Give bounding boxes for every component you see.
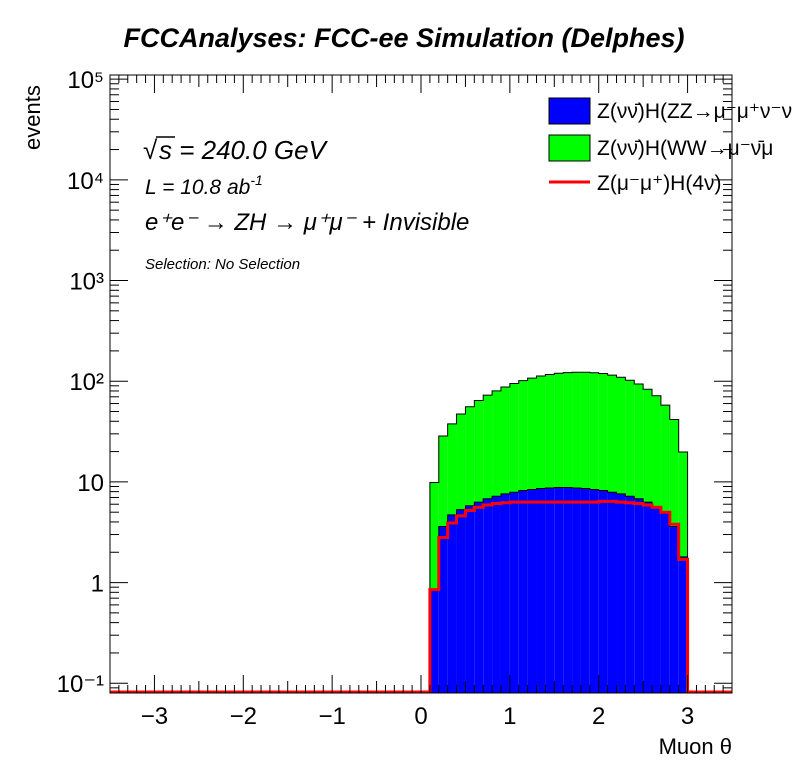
y-tick-label: 10⁵ [67, 67, 104, 94]
bar-green-4 [465, 406, 475, 506]
bar-blue-7 [492, 496, 501, 693]
bar-blue-1 [438, 526, 448, 693]
bar-blue-3 [456, 509, 466, 693]
bar-blue-14 [554, 487, 564, 693]
bar-green-18 [589, 372, 599, 490]
y-tick-label: 10 [77, 470, 104, 497]
bar-blue-0 [429, 589, 439, 693]
bar-blue-12 [536, 488, 546, 693]
bar-green-7 [492, 390, 501, 497]
bar-blue-8 [500, 493, 510, 693]
bar-blue-17 [580, 488, 590, 693]
bar-green-26 [660, 405, 670, 514]
stack-total-outline [429, 371, 689, 693]
legend-swatch-0 [548, 97, 591, 125]
bar-blue-4 [465, 505, 475, 693]
sqrt-s-text: s = 240.0 GeV [159, 135, 329, 165]
bar-blue-23 [634, 498, 644, 693]
bar-blue-27 [669, 526, 679, 693]
histogram-bars [110, 371, 732, 694]
y-tick-label: 10² [69, 369, 104, 396]
bar-blue-15 [563, 487, 573, 693]
legend-swatch-1 [548, 134, 591, 162]
bar-green-1 [438, 435, 448, 527]
bar-green-14 [554, 373, 564, 488]
x-tick-label: 2 [592, 703, 605, 730]
bar-blue-19 [598, 490, 608, 693]
y-tick-label: 10⁻¹ [57, 671, 104, 698]
bar-blue-26 [660, 513, 670, 693]
lumi-label: L = 10.8 ab-1 [145, 172, 263, 199]
bar-green-0 [429, 482, 439, 590]
bar-green-23 [634, 384, 644, 499]
sqrt-sign: √ [143, 135, 158, 165]
bar-green-17 [580, 372, 590, 489]
bar-blue-10 [518, 490, 528, 693]
bar-blue-24 [643, 502, 653, 693]
chart-title: FCCAnalyses: FCC-ee Simulation (Delphes) [123, 23, 684, 53]
bar-blue-21 [616, 493, 626, 693]
process-label: e⁺e⁻ → ZH → μ⁺μ⁻ + Invisible [145, 209, 469, 236]
y-tick-label: 10⁴ [67, 168, 104, 195]
bar-green-15 [563, 372, 573, 488]
bar-blue-6 [483, 498, 493, 693]
bar-green-25 [652, 395, 661, 507]
bar-blue-9 [509, 492, 519, 693]
bar-blue-22 [625, 496, 635, 693]
bar-green-8 [500, 386, 510, 494]
bar-blue-13 [545, 487, 555, 693]
bar-green-9 [509, 383, 519, 493]
bar-green-5 [474, 400, 484, 503]
bar-green-13 [545, 374, 555, 488]
bar-blue-25 [652, 506, 661, 693]
x-tick-label: 3 [681, 703, 694, 730]
legend-label-1: Z(νν̄)H(WW→μ⁻ν̄μ [597, 137, 773, 160]
bar-green-28 [678, 452, 688, 557]
sqrt-s-label: √ s = 240.0 GeV [143, 135, 329, 165]
bar-blue-18 [589, 489, 599, 693]
bar-green-3 [456, 413, 466, 510]
bar-blue-28 [678, 556, 688, 693]
bar-green-21 [616, 377, 626, 494]
axes: −3 −2 −1 0 1 2 3 10⁻¹ 1 10 10² 10³ 10⁴ 10⁵ [57, 67, 733, 730]
bar-green-2 [447, 423, 457, 515]
lumi-text: L = 10.8 ab [145, 176, 251, 199]
y-tick-label: 1 [91, 571, 104, 598]
bar-blue-11 [527, 489, 537, 693]
lumi-exponent: -1 [250, 172, 262, 188]
y-axis-label: events [20, 85, 45, 150]
bar-blue-5 [474, 502, 484, 693]
legend-label-0: Z(νν̄)H(ZZ→μ⁻μ⁺ν⁻ν [597, 100, 792, 123]
bar-blue-2 [447, 514, 457, 693]
x-axis-label: Muon θ [659, 734, 732, 759]
legend: Z(νν̄)H(ZZ→μ⁻μ⁺ν⁻ν Z(νν̄)H(WW→μ⁻ν̄μ Z(μ⁻μ⁺… [548, 97, 792, 195]
stack-blue-outline [429, 486, 689, 693]
bar-green-20 [607, 375, 617, 493]
bar-blue-20 [607, 492, 617, 693]
x-tick-label: −3 [141, 703, 168, 730]
bar-green-22 [625, 380, 635, 497]
bar-green-10 [518, 380, 528, 491]
series-red-line [110, 499, 732, 694]
bar-green-19 [598, 373, 608, 491]
y-tick-label: 10³ [69, 269, 104, 296]
x-tick-label: −1 [318, 703, 345, 730]
x-tick-label: −2 [230, 703, 257, 730]
bar-green-11 [527, 378, 537, 490]
bar-green-12 [536, 376, 546, 489]
selection-label: Selection: No Selection [145, 256, 300, 273]
bar-green-6 [483, 395, 493, 499]
bar-blue-16 [572, 487, 581, 693]
bar-green-27 [669, 419, 679, 527]
legend-label-2: Z(μ⁻μ⁺)H(4ν) [597, 172, 722, 195]
annotations: √ s = 240.0 GeV L = 10.8 ab-1 e⁺e⁻ → ZH … [143, 135, 469, 273]
x-tick-label: 1 [503, 703, 516, 730]
bar-green-24 [643, 389, 653, 503]
x-tick-label: 0 [414, 703, 427, 730]
bar-green-16 [572, 372, 581, 488]
